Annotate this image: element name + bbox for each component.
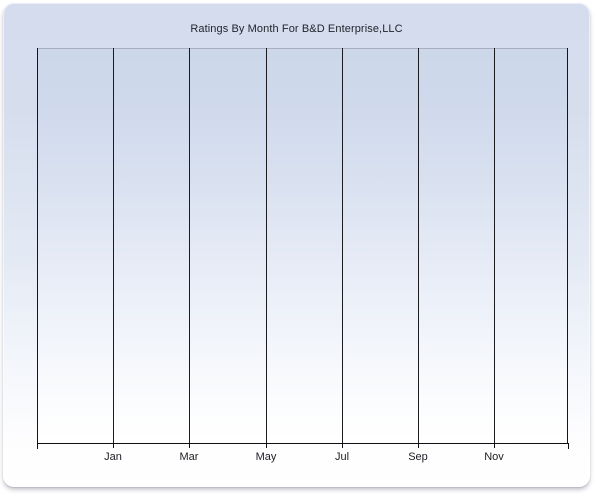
gridline-may xyxy=(266,48,267,443)
x-tick-jan xyxy=(113,443,114,448)
plot-right-border xyxy=(567,48,568,443)
x-tick-label-mar: Mar xyxy=(179,451,199,463)
gridline-jul xyxy=(342,48,343,443)
plot-top-border xyxy=(37,48,568,49)
gridline-jan xyxy=(113,48,114,443)
x-tick-jul xyxy=(342,443,343,448)
x-tick-mar xyxy=(189,443,190,448)
x-tick-sep xyxy=(418,443,419,448)
x-axis-right-end xyxy=(568,443,569,449)
plot-area xyxy=(37,48,568,443)
plot-left-border xyxy=(37,48,38,443)
x-tick-label-may: May xyxy=(255,451,277,463)
x-tick-may xyxy=(266,443,267,448)
x-tick-label-jul: Jul xyxy=(334,451,350,463)
x-axis-left-end xyxy=(37,443,38,449)
gridline-sep xyxy=(418,48,419,443)
x-tick-label-nov: Nov xyxy=(484,451,504,463)
chart-title: Ratings By Month For B&D Enterprise,LLC xyxy=(190,23,403,35)
x-tick-label-jan: Jan xyxy=(104,451,122,463)
x-tick-nov xyxy=(494,443,495,448)
chart-panel: Ratings By Month For B&D Enterprise,LLC … xyxy=(3,3,590,487)
plot-background xyxy=(37,48,568,443)
x-tick-label-sep: Sep xyxy=(408,451,428,463)
gridline-mar xyxy=(189,48,190,443)
x-axis-line xyxy=(37,443,569,444)
gridline-nov xyxy=(494,48,495,443)
